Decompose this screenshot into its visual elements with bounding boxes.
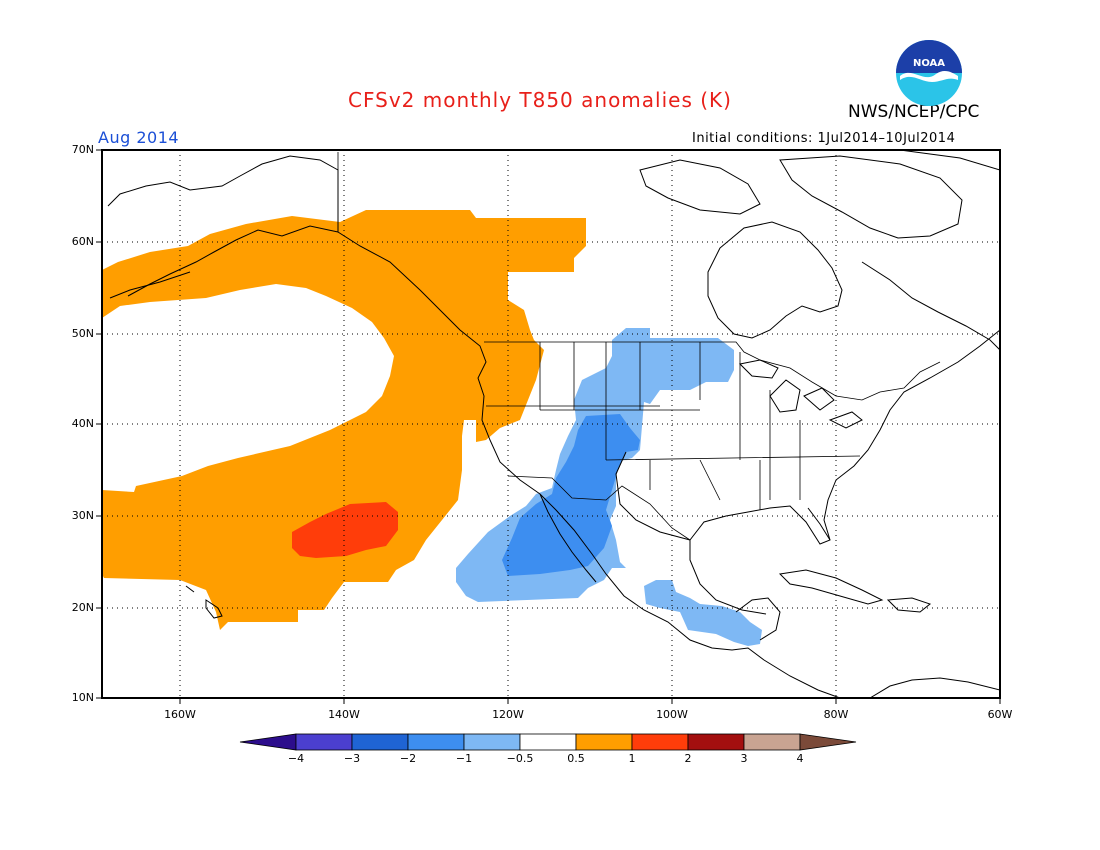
gridlines [102,150,1000,698]
lon-label-80w: 80W [823,708,849,721]
colorbar-segment [519,733,577,751]
lat-label-40n: 40N [71,417,94,430]
colorbar-arrow-low [239,733,297,751]
colorbar-label: 1 [628,752,636,765]
cool-anomaly-region [456,328,762,646]
colorbar-label: 0.5 [567,752,585,765]
lat-label-50n: 50N [71,327,94,340]
lon-label-60w: 60W [987,708,1013,721]
forecast-month: Aug 2014 [98,128,180,147]
lat-label-20n: 20N [71,601,94,614]
colorbar-segment [463,733,521,751]
axis-ticks [96,149,1001,704]
lat-label-30n: 30N [71,509,94,522]
colorbar [239,733,857,751]
colorbar-segment [687,733,745,751]
lon-label-140w: 140W [328,708,360,721]
lat-label-10n: 10N [71,691,94,704]
lon-label-100w: 100W [656,708,688,721]
lat-label-70n: 70N [71,143,94,156]
map-title: CFSv2 monthly T850 anomalies (K) [348,88,732,112]
initial-conditions: Initial conditions: 1Jul2014–10Jul2014 [692,131,956,146]
colorbar-segment [575,733,633,751]
agency-label: NWS/NCEP/CPC [848,102,980,122]
colorbar-label: −3 [343,752,361,765]
colorbar-label: −1 [455,752,473,765]
cool-core-region [502,414,640,576]
colorbar-segment [295,733,353,751]
warm-core-region [292,502,398,558]
lat-label-60n: 60N [71,235,94,248]
noaa-logo-icon: NOAA [896,40,962,106]
coastlines [107,150,1000,698]
colorbar-segment [351,733,409,751]
lon-label-120w: 120W [492,708,524,721]
colorbar-segment [743,733,801,751]
colorbar-label: −0.5 [506,752,534,765]
map-frame [101,149,1001,699]
colorbar-arrow-high [799,733,857,751]
colorbar-label: 2 [684,752,692,765]
colorbar-label: −4 [287,752,305,765]
political-boundaries [337,152,941,541]
colorbar-label: 4 [796,752,804,765]
lon-label-160w: 160W [164,708,196,721]
colorbar-segment [631,733,689,751]
logo-text: NOAA [913,58,945,69]
warm-anomaly-region [102,210,586,630]
colorbar-label: −2 [399,752,417,765]
colorbar-segment [407,733,465,751]
colorbar-label: 3 [740,752,748,765]
